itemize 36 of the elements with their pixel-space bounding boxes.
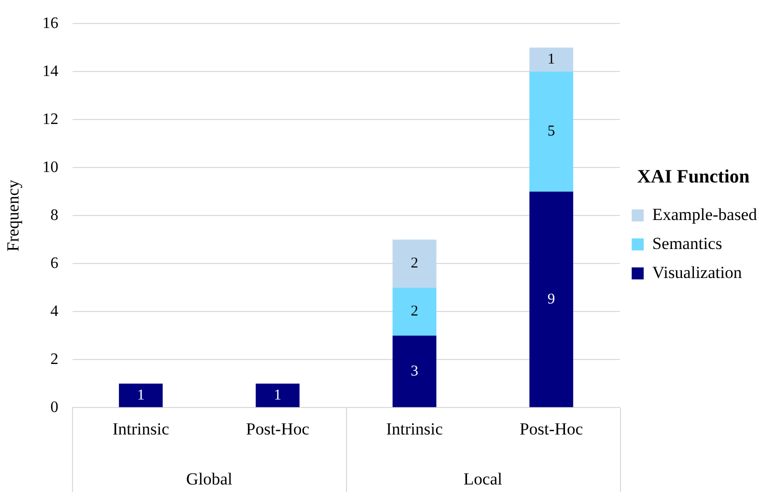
y-tick-label: 6 bbox=[50, 254, 58, 272]
legend-title: XAI Function bbox=[637, 166, 750, 188]
y-axis-title: Frequency bbox=[4, 179, 23, 252]
legend-label: Visualization bbox=[652, 262, 742, 282]
y-tick-label: 0 bbox=[50, 398, 58, 416]
bar bbox=[392, 240, 436, 288]
x-tick-label: Post-Hoc bbox=[246, 419, 310, 438]
bar bbox=[392, 288, 436, 336]
data-label: 1 bbox=[274, 387, 282, 404]
data-label: 1 bbox=[548, 52, 556, 68]
bar bbox=[529, 48, 574, 72]
legend-label: Semantics bbox=[652, 234, 722, 253]
data-label: 3 bbox=[410, 363, 418, 380]
x-tick-label: Post-Hoc bbox=[520, 419, 584, 438]
data-label: 1 bbox=[137, 387, 145, 404]
data-label: 2 bbox=[410, 304, 418, 320]
bar bbox=[118, 384, 163, 408]
text: Global bbox=[186, 469, 233, 488]
bar bbox=[529, 72, 574, 192]
y-tick-label: 16 bbox=[42, 14, 58, 32]
bar bbox=[392, 336, 436, 408]
bar bbox=[529, 192, 574, 408]
y-tick-label: 8 bbox=[50, 206, 58, 224]
y-tick-label: 12 bbox=[42, 110, 58, 128]
legend-label: Example-based bbox=[652, 204, 758, 224]
y-tick-label: 2 bbox=[50, 350, 58, 368]
y-tick-label: 10 bbox=[42, 158, 58, 176]
data-label: 5 bbox=[548, 124, 556, 140]
y-tick-label: 14 bbox=[42, 62, 58, 80]
x-tick-label: Intrinsic bbox=[112, 419, 170, 438]
data-label: 2 bbox=[410, 256, 418, 272]
y-tick-label: 4 bbox=[50, 302, 58, 320]
text: Local bbox=[464, 469, 503, 488]
data-label: 9 bbox=[548, 291, 556, 308]
bar bbox=[256, 384, 300, 408]
x-tick-label: Intrinsic bbox=[386, 419, 444, 438]
